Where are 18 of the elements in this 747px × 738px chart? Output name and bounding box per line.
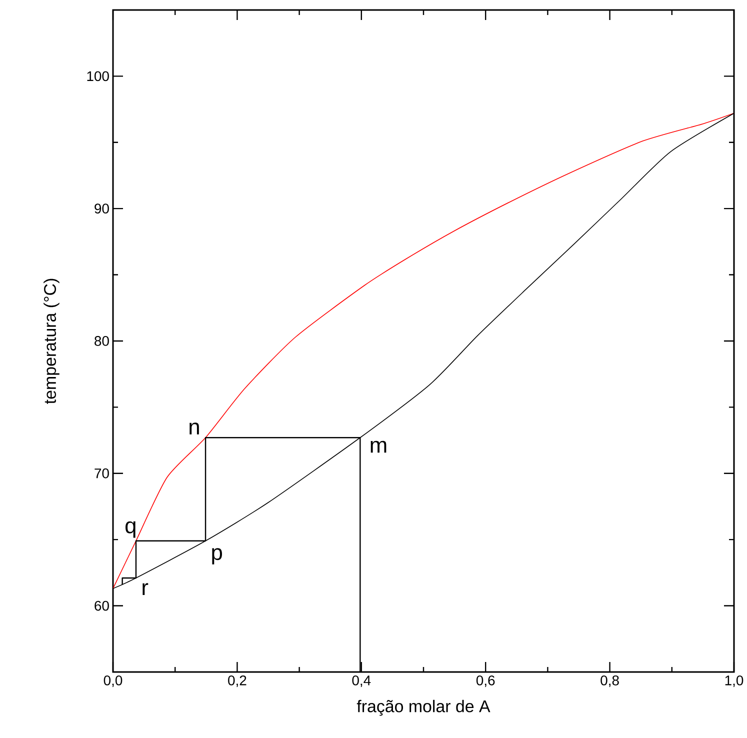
y-tick-label: 90 <box>94 204 109 214</box>
annotation: q <box>126 521 136 538</box>
x-axis-title: fração molar de A <box>356 700 490 716</box>
y-tick-label: 100 <box>87 71 109 82</box>
x-tick-label: 0,8 <box>600 675 619 688</box>
y-tick-label: 70 <box>94 468 109 478</box>
x-tick-label: 0,4 <box>352 675 371 688</box>
y-axis-title: temperatura (°C) <box>44 278 60 404</box>
x-tick-label: 1,0 <box>725 675 744 688</box>
annotation: m <box>370 440 386 453</box>
annotation: p <box>212 548 222 564</box>
y-tick-label: 60 <box>94 600 109 611</box>
x-tick-label: 0,0 <box>104 675 122 688</box>
annotation: n <box>190 422 199 434</box>
annotation: r <box>142 583 148 595</box>
y-tick-label: 80 <box>94 336 109 346</box>
x-tick-label: 0,2 <box>228 675 246 688</box>
x-tick-label: 0,6 <box>476 675 495 688</box>
